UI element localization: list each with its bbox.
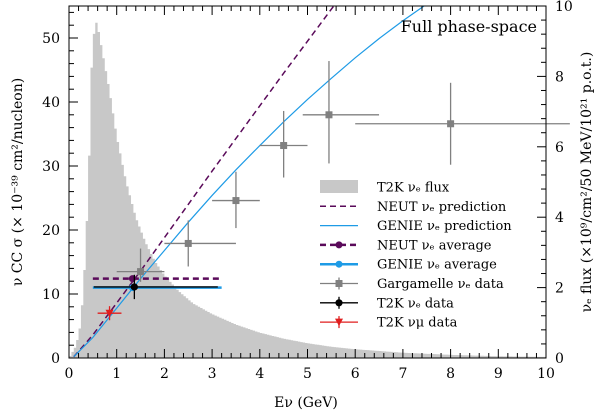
x-tick-label: 5: [303, 366, 312, 382]
garg-marker: [184, 239, 192, 247]
y2-tick-label: 6: [555, 140, 564, 156]
legend-label: GENIE νₑ prediction: [377, 219, 512, 234]
x-tick-label: 6: [351, 366, 360, 382]
garg-marker: [232, 197, 240, 205]
x-tick-label: 1: [112, 366, 121, 382]
legend-item-flux: T2K νₑ flux: [320, 180, 450, 196]
legend-item-t2k_e: T2K νₑ data: [320, 296, 454, 311]
legend-label: NEUT νₑ prediction: [377, 200, 507, 215]
x-tick-label: 9: [494, 366, 503, 382]
garg-point: [212, 171, 260, 229]
flux-histogram-area: [69, 22, 546, 358]
x-tick-label: 2: [160, 366, 169, 382]
legend-marker-genie_avg: [335, 260, 343, 268]
legend-item-genie_pred: GENIE νₑ prediction: [320, 219, 512, 234]
y2-tick-label: 10: [555, 0, 573, 15]
flux-histogram: [69, 22, 546, 358]
garg-marker: [280, 142, 288, 150]
garg-point: [164, 220, 236, 267]
legend-item-neut_pred: NEUT νₑ prediction: [320, 200, 507, 215]
legend-marker-t2k_e: [335, 299, 343, 307]
y-tick-label: 10: [42, 287, 60, 303]
garg-point: [302, 61, 380, 164]
t2k_e-marker: [130, 283, 138, 291]
garg-point: [355, 82, 570, 165]
x-tick-label: 0: [65, 366, 74, 382]
legend-item-genie_avg: GENIE νₑ average: [320, 258, 497, 273]
y-tick-label: 50: [42, 31, 60, 47]
legend-label: T2K νμ data: [377, 316, 458, 331]
legend-label: GENIE νₑ average: [377, 258, 497, 273]
genie_pred-curve: [73, 6, 426, 358]
prediction-curves: [73, 6, 426, 358]
legend-swatch-flux: [320, 180, 358, 193]
y2-tick-label: 2: [555, 281, 564, 297]
y2-tick-label: 0: [555, 351, 564, 367]
y-tick-label: 40: [42, 95, 60, 111]
legend-label: T2K νₑ flux: [377, 181, 450, 196]
y-tick-label: 20: [42, 223, 60, 239]
legend-label: NEUT νₑ average: [377, 238, 492, 253]
garg-marker: [137, 268, 145, 276]
garg-marker: [447, 120, 455, 128]
y-tick-label: 0: [51, 351, 60, 367]
garg-marker: [325, 111, 333, 119]
legend: T2K νₑ flux NEUT νₑ prediction GENIE νₑ pr…: [320, 180, 512, 331]
legend-marker-neut_avg: [335, 241, 343, 249]
legend-item-neut_avg: NEUT νₑ average: [320, 238, 492, 253]
x-tick-label: 4: [255, 366, 264, 382]
legend-marker-t2k_mu: [335, 318, 343, 327]
garg-point: [116, 248, 165, 282]
x-axis-title: Eν (GeV): [274, 395, 338, 411]
x-tick-label: 3: [208, 366, 217, 382]
garg-point: [259, 110, 308, 178]
t2k_e-point: [93, 274, 218, 300]
y-tick-label: 30: [42, 159, 60, 175]
x-tick-label: 10: [537, 366, 555, 382]
y2-tick-label: 8: [555, 69, 564, 85]
legend-item-garg: Gargamelle νₑ data: [320, 277, 504, 292]
y2-axis-title: νₑ flux (×10⁹/cm²/50 MeV/10²¹ p.o.t.): [579, 52, 595, 313]
legend-label: T2K νₑ data: [377, 296, 454, 311]
x-tick-label: 7: [398, 366, 407, 382]
y2-tick-label: 4: [555, 210, 564, 226]
data-points: [93, 61, 570, 321]
t2k_mu-marker: [105, 309, 114, 318]
legend-marker-garg: [335, 280, 343, 287]
chart-title: Full phase-space: [401, 17, 537, 36]
t2k_mu-point: [97, 306, 122, 321]
y-axis-title: ν CC σ (× 10⁻³⁹ cm²/nucleon): [10, 78, 26, 286]
x-tick-label: 8: [446, 366, 455, 382]
legend-item-t2k_mu: T2K νμ data: [320, 316, 458, 331]
legend-label: Gargamelle νₑ data: [377, 277, 504, 292]
neut_pred-curve: [73, 6, 335, 358]
